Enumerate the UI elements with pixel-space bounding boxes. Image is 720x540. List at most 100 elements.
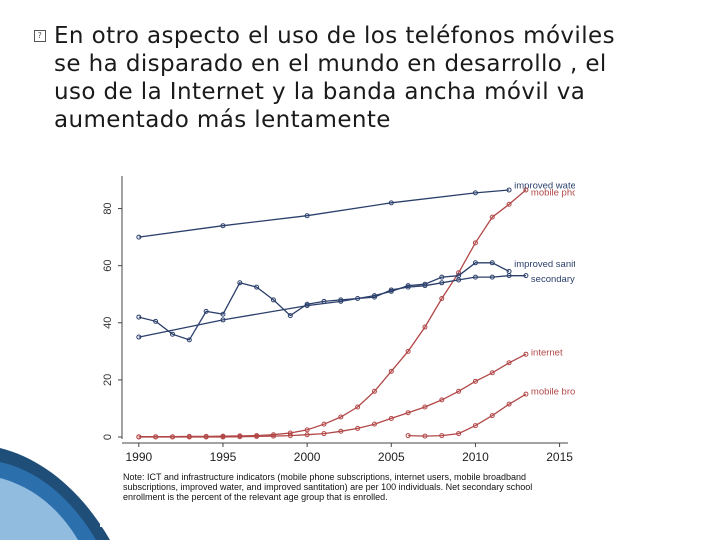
data-point-secondary-school [153, 318, 159, 324]
data-point-secondary-school [321, 298, 327, 304]
data-point-mobile-phone [439, 296, 445, 302]
data-point-secondary-school [405, 284, 411, 290]
data-point-internet [523, 351, 529, 357]
series-label-mobile-phone: mobile phone [531, 188, 575, 199]
paragraph-line-4: aumentado más lentamente [54, 107, 391, 133]
y-tick-label: 20 [102, 374, 114, 386]
data-point-mobile-phone [304, 427, 310, 433]
data-point-mobile-phone [456, 270, 462, 276]
data-point-internet [169, 434, 175, 440]
data-point-internet [472, 378, 478, 384]
data-point-mobile-broadband [472, 423, 478, 429]
data-point-secondary-school [422, 283, 428, 289]
bullet-line-3: uso de la Internet y la banda ancha móvi… [34, 78, 694, 106]
series-line-internet [138, 353, 527, 438]
series-label-improved-water: improved water [514, 181, 575, 192]
data-point-internet [489, 370, 495, 376]
x-tick-label: 2015 [546, 450, 573, 464]
data-point-improved-water [388, 200, 394, 206]
data-point-internet [237, 434, 243, 440]
data-point-mobile-broadband [422, 433, 428, 439]
series-line-mobile-broadband [408, 393, 527, 437]
data-point-internet [422, 404, 428, 410]
data-point-internet [136, 434, 142, 440]
series-label-secondary-school: secondary school [531, 274, 575, 285]
data-point-mobile-broadband [439, 433, 445, 439]
data-point-mobile-broadband [489, 413, 495, 419]
chart-note: Note: ICT and infrastructure indicators … [123, 472, 533, 502]
paragraph-line-1: En otro aspecto el uso de los teléfonos … [54, 23, 615, 49]
series-line-secondary-school [138, 275, 526, 341]
data-point-secondary-school [287, 313, 293, 319]
data-point-mobile-phone [405, 348, 411, 354]
data-point-secondary-school [203, 308, 209, 314]
series-label-improved-sanitation: improved sanitation [514, 259, 575, 270]
y-tick-label: 40 [102, 317, 114, 329]
data-point-improved-sanitation [439, 274, 445, 280]
data-point-internet [321, 431, 327, 437]
data-point-improved-sanitation [136, 334, 142, 340]
data-point-secondary-school [338, 297, 344, 303]
data-point-mobile-broadband [405, 433, 411, 439]
data-point-internet [506, 360, 512, 366]
data-point-secondary-school [254, 284, 260, 290]
data-point-secondary-school [388, 287, 394, 293]
data-point-internet [338, 428, 344, 434]
data-point-secondary-school [371, 294, 377, 300]
x-tick-label: 2000 [294, 450, 321, 464]
data-point-secondary-school [489, 274, 495, 280]
x-tick-label: 1995 [210, 450, 237, 464]
data-point-improved-sanitation [472, 260, 478, 266]
paragraph-line-2: se ha disparado en el mundo en desarroll… [54, 51, 607, 77]
data-point-secondary-school [169, 331, 175, 337]
data-point-secondary-school [186, 337, 192, 343]
data-point-secondary-school [472, 274, 478, 280]
series-line-mobile-phone [138, 189, 527, 438]
data-point-internet [153, 434, 159, 440]
series-line-improved-water [138, 189, 510, 238]
data-point-mobile-broadband [456, 431, 462, 437]
data-point-internet [186, 434, 192, 440]
series-label-internet: internet [531, 348, 563, 359]
chart-figure: 0 20 40 60 80 1990 1995 2000 2005 2010 2015 improve… [100, 172, 575, 527]
data-point-internet [405, 410, 411, 416]
y-tick-label: 80 [102, 202, 114, 214]
data-point-internet [287, 433, 293, 439]
x-tick-label: 2005 [378, 450, 405, 464]
data-point-internet [371, 421, 377, 427]
bullet-line-2: se ha disparado en el mundo en desarroll… [34, 50, 694, 78]
replacement-box-icon: ? [34, 30, 46, 42]
data-point-mobile-phone [472, 240, 478, 246]
data-point-mobile-phone [388, 368, 394, 374]
x-tick-label: 1990 [125, 450, 152, 464]
data-point-secondary-school [506, 273, 512, 279]
y-tick-label: 60 [102, 260, 114, 272]
bullet-line-1: ? En otro aspecto el uso de los teléfono… [34, 22, 694, 50]
data-point-improved-water [506, 187, 512, 193]
data-point-secondary-school [456, 277, 462, 283]
data-point-mobile-phone [321, 421, 327, 427]
data-point-internet [456, 388, 462, 394]
data-point-internet [203, 434, 209, 440]
data-point-secondary-school [355, 296, 361, 302]
data-point-internet [254, 433, 260, 439]
data-point-improved-water [472, 190, 478, 196]
bullet-line-4: aumentado más lentamente [34, 106, 694, 134]
data-point-improved-sanitation [220, 317, 226, 323]
data-point-secondary-school [304, 301, 310, 307]
data-point-mobile-phone [371, 388, 377, 394]
slide-body: ? En otro aspecto el uso de los teléfono… [34, 22, 694, 134]
data-point-secondary-school [270, 297, 276, 303]
data-point-mobile-phone [338, 414, 344, 420]
paragraph-line-3: uso de la Internet y la banda ancha móvi… [54, 79, 586, 105]
corner-decoration [0, 448, 110, 540]
data-point-improved-sanitation [489, 260, 495, 266]
data-point-mobile-phone [506, 201, 512, 207]
series-line-improved-sanitation [138, 262, 510, 338]
data-point-secondary-school [237, 280, 243, 286]
data-point-secondary-school [523, 273, 529, 279]
data-point-mobile-phone [489, 214, 495, 220]
data-point-secondary-school [136, 314, 142, 320]
data-point-secondary-school [220, 311, 226, 317]
data-point-mobile-broadband [523, 391, 529, 397]
